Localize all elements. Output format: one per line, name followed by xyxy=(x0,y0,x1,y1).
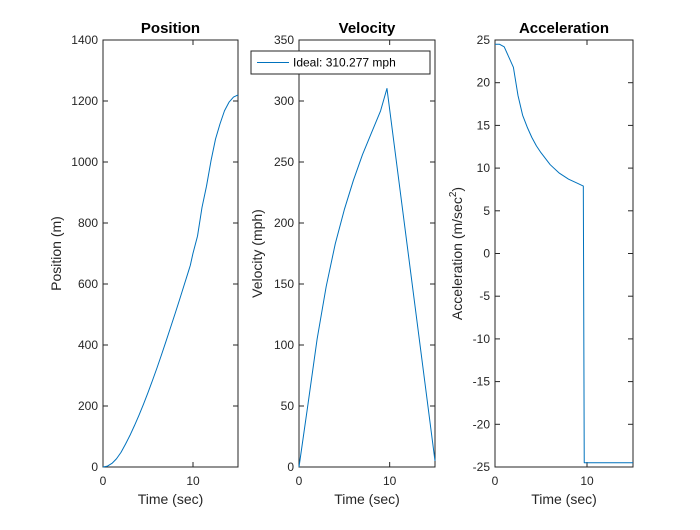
acceleration-axes: -25 -20 -15 -10 -5 0 5 10 15 20 25 0 10 Acceleration T… xyxy=(448,20,634,507)
velocity-y-tick-label: 300 xyxy=(274,94,294,108)
acceleration-y-axis-label: Acceleration (m/sec2) xyxy=(448,187,465,320)
acceleration-series-line-0 xyxy=(495,43,633,464)
velocity-y-tick-label: 0 xyxy=(287,460,294,474)
acceleration-x-axis-label: Time (sec) xyxy=(531,491,597,507)
position-y-tick-label: 200 xyxy=(78,399,98,413)
acceleration-y-tick-label: 20 xyxy=(477,76,491,90)
acceleration-y-axis-label-superscript: 2 xyxy=(448,191,459,197)
position-axes: 0 200 400 600 800 1000 1200 1400 0 10 Position Time… xyxy=(48,20,239,507)
velocity-y-tick-label: 350 xyxy=(274,33,294,47)
acceleration-y-tick-label: -20 xyxy=(473,417,491,431)
velocity-chart-title: Velocity xyxy=(339,20,396,37)
velocity-y-axis-label: Velocity (mph) xyxy=(249,209,265,298)
acceleration-y-tick-label: 15 xyxy=(477,118,491,132)
acceleration-y-tick-label: 10 xyxy=(477,161,491,175)
velocity-series-line-0 xyxy=(298,87,436,468)
velocity-x-tick-label: 0 xyxy=(296,474,303,488)
acceleration-x-tick-label: 10 xyxy=(580,474,594,488)
position-y-axis-label: Position (m) xyxy=(48,216,64,291)
velocity-y-tick-label: 50 xyxy=(281,399,295,413)
velocity-legend: Ideal: 310.277 mph xyxy=(250,50,431,75)
velocity-legend-entry: Ideal: 310.277 mph xyxy=(293,56,396,70)
acceleration-y-tick-label: 5 xyxy=(483,204,490,218)
acceleration-y-tick-label: 0 xyxy=(483,247,490,261)
velocity-legend-box xyxy=(250,50,431,75)
velocity-x-tick-label: 10 xyxy=(383,474,397,488)
acceleration-y-tick-label: -10 xyxy=(473,332,491,346)
acceleration-y-tick-label: -5 xyxy=(479,289,490,303)
acceleration-y-tick-label: -15 xyxy=(473,375,491,389)
position-y-tick-label: 400 xyxy=(78,338,98,352)
velocity-x-axis-label: Time (sec) xyxy=(334,491,400,507)
acceleration-y-tick-label: -25 xyxy=(473,460,491,474)
velocity-y-tick-label: 200 xyxy=(274,216,294,230)
position-y-tick-label: 800 xyxy=(78,216,98,230)
position-y-tick-label: 1000 xyxy=(71,155,98,169)
velocity-y-tick-label: 100 xyxy=(274,338,294,352)
position-x-axis-label: Time (sec) xyxy=(138,491,204,507)
velocity-y-tick-label: 150 xyxy=(274,277,294,291)
acceleration-chart-title: Acceleration xyxy=(519,20,609,37)
velocity-y-ticks: 0 50 100 150 200 250 300 350 xyxy=(274,33,435,474)
acceleration-x-tick-label: 0 xyxy=(492,474,499,488)
position-y-tick-label: 0 xyxy=(91,460,98,474)
position-chart-title: Position xyxy=(141,20,200,37)
position-y-tick-label: 1200 xyxy=(71,94,98,108)
position-x-tick-label: 10 xyxy=(186,474,200,488)
velocity-axes-box xyxy=(298,39,436,468)
acceleration-y-tick-label: 25 xyxy=(477,33,491,47)
position-y-ticks: 0 200 400 600 800 1000 1200 1400 xyxy=(71,33,238,474)
acceleration-y-axis-label-end: ) xyxy=(449,187,465,192)
acceleration-axes-box xyxy=(494,39,634,468)
position-axes-box xyxy=(102,39,239,468)
acceleration-y-ticks: -25 -20 -15 -10 -5 0 5 10 15 20 25 xyxy=(473,33,633,474)
position-x-ticks: 0 10 xyxy=(100,40,200,488)
position-y-tick-label: 600 xyxy=(78,277,98,291)
position-x-tick-label: 0 xyxy=(100,474,107,488)
position-series-line-0 xyxy=(102,94,239,468)
position-y-tick-label: 1400 xyxy=(71,33,98,47)
velocity-y-tick-label: 250 xyxy=(274,155,294,169)
velocity-axes: 0 50 100 150 200 250 300 350 0 10 Velocity Time (se… xyxy=(249,20,436,507)
